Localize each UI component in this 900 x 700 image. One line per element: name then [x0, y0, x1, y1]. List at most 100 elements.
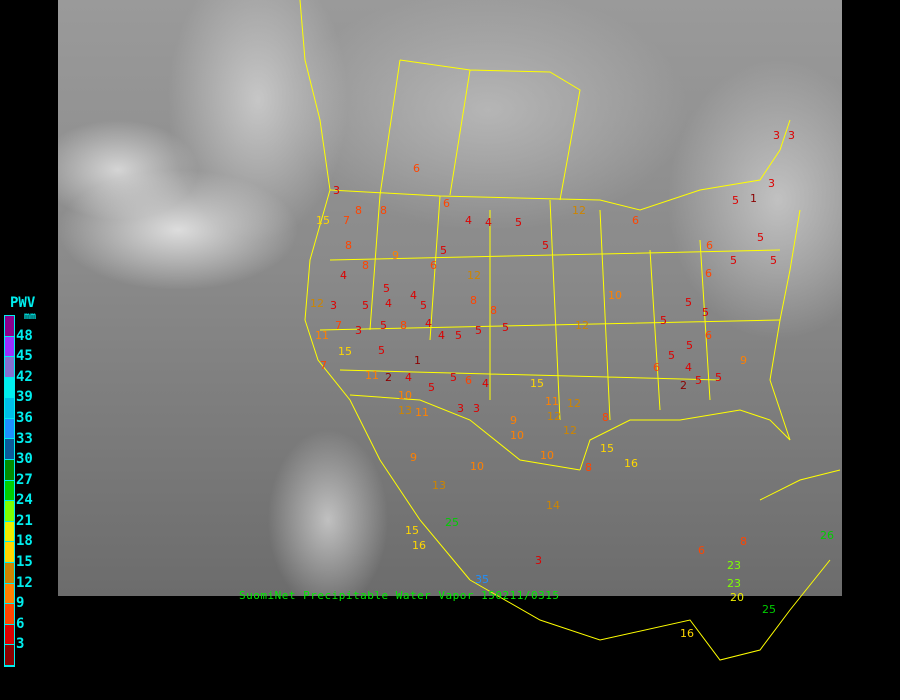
station-pwv-value: 5 — [542, 239, 549, 252]
legend-swatch — [5, 480, 14, 502]
station-pwv-value: 12 — [567, 397, 581, 410]
station-pwv-value: 12 — [572, 204, 586, 217]
station-pwv-value: 5 — [475, 324, 482, 337]
legend-tick-label: 18 — [16, 533, 33, 550]
legend-tick-label: 33 — [16, 430, 33, 447]
station-pwv-value: 8 — [585, 461, 592, 474]
legend-tick-label: 12 — [16, 574, 33, 591]
station-pwv-value: 3 — [535, 554, 542, 567]
station-pwv-value: 9 — [410, 451, 417, 464]
legend-swatch — [5, 336, 14, 358]
station-pwv-value: 8 — [400, 319, 407, 332]
legend-tick-label: 39 — [16, 389, 33, 406]
legend-swatch — [5, 624, 14, 646]
station-pwv-value: 6 — [443, 197, 450, 210]
station-pwv-value: 10 — [510, 429, 524, 442]
station-pwv-value: 16 — [412, 539, 426, 552]
station-pwv-value: 15 — [316, 214, 330, 227]
station-pwv-value: 3 — [330, 299, 337, 312]
station-pwv-value: 15 — [600, 442, 614, 455]
station-pwv-value: 13 — [398, 404, 412, 417]
station-pwv-value: 13 — [432, 479, 446, 492]
station-pwv-value: 5 — [378, 344, 385, 357]
station-pwv-value: 5 — [383, 282, 390, 295]
us-states — [319, 194, 781, 421]
station-pwv-value: 25 — [445, 516, 459, 529]
station-pwv-value: 6 — [632, 214, 639, 227]
station-pwv-value: 6 — [698, 544, 705, 557]
station-pwv-value: 7 — [320, 359, 327, 372]
legend-swatch — [5, 357, 14, 378]
station-pwv-value: 8 — [490, 304, 497, 317]
station-pwv-value: 11 — [365, 369, 379, 382]
station-pwv-value: 4 — [385, 297, 392, 310]
station-pwv-value: 5 — [686, 339, 693, 352]
legend-swatch — [5, 501, 14, 522]
station-pwv-value: 10 — [398, 389, 412, 402]
station-pwv-value: 5 — [757, 231, 764, 244]
canada-provinces — [379, 59, 581, 201]
legend-tick-label: 27 — [16, 471, 33, 488]
legend-swatch — [5, 583, 14, 605]
station-pwv-value: 5 — [702, 306, 709, 319]
legend-swatch — [5, 604, 14, 625]
station-pwv-value: 6 — [430, 259, 437, 272]
station-pwv-value: 5 — [732, 194, 739, 207]
station-pwv-value: 5 — [455, 329, 462, 342]
legend-tick-label: 6 — [16, 615, 25, 632]
station-pwv-value: 9 — [392, 249, 399, 262]
station-pwv-value: 5 — [380, 319, 387, 332]
station-pwv-value: 5 — [668, 349, 675, 362]
legend-tick-label: 30 — [16, 451, 33, 468]
legend-swatch — [5, 316, 14, 337]
station-pwv-value: 5 — [715, 371, 722, 384]
station-pwv-value: 12 — [575, 319, 589, 332]
station-pwv-value: 12 — [310, 297, 324, 310]
station-pwv-value: 4 — [482, 377, 489, 390]
central-america — [469, 559, 831, 661]
station-pwv-value: 20 — [730, 591, 744, 604]
station-pwv-value: 3 — [333, 184, 340, 197]
station-pwv-value: 6 — [465, 374, 472, 387]
station-pwv-value: 8 — [362, 259, 369, 272]
legend-tick-label: 42 — [16, 368, 33, 385]
station-pwv-value: 4 — [425, 317, 432, 330]
station-pwv-value: 7 — [343, 214, 350, 227]
map-caption: SuomiNet Precipitable Water Vapor 150211… — [239, 589, 560, 602]
station-pwv-value: 16 — [624, 457, 638, 470]
station-pwv-value: 23 — [727, 559, 741, 572]
station-pwv-value: 5 — [428, 381, 435, 394]
station-pwv-value: 15 — [530, 377, 544, 390]
station-pwv-value: 9 — [510, 414, 517, 427]
station-pwv-value: 8 — [345, 239, 352, 252]
station-pwv-value: 26 — [820, 529, 834, 542]
station-pwv-value: 4 — [485, 216, 492, 229]
legend-tick-label: 24 — [16, 492, 33, 509]
station-pwv-value: 12 — [563, 424, 577, 437]
station-pwv-value: 5 — [730, 254, 737, 267]
station-pwv-value: 16 — [680, 627, 694, 640]
station-pwv-value: 5 — [695, 374, 702, 387]
station-pwv-value: 8 — [470, 294, 477, 307]
legend-swatch — [5, 521, 14, 543]
station-pwv-value: 15 — [405, 524, 419, 537]
station-pwv-value: 1 — [414, 354, 421, 367]
station-pwv-value: 10 — [470, 460, 484, 473]
station-pwv-value: 3 — [473, 402, 480, 415]
legend-swatch — [5, 460, 14, 481]
station-pwv-value: 10 — [608, 289, 622, 302]
station-pwv-value: 3 — [768, 177, 775, 190]
station-pwv-value: 6 — [413, 162, 420, 175]
station-pwv-value: 4 — [340, 269, 347, 282]
us-mexico-border — [349, 394, 581, 471]
station-pwv-value: 6 — [705, 329, 712, 342]
legend-tick-label: 15 — [16, 554, 33, 571]
caribbean — [759, 469, 841, 501]
satellite-image — [58, 0, 842, 596]
station-pwv-value: 12 — [547, 410, 561, 423]
legend-tick-label: 36 — [16, 409, 33, 426]
station-pwv-value: 15 — [338, 345, 352, 358]
station-pwv-value: 4 — [438, 329, 445, 342]
